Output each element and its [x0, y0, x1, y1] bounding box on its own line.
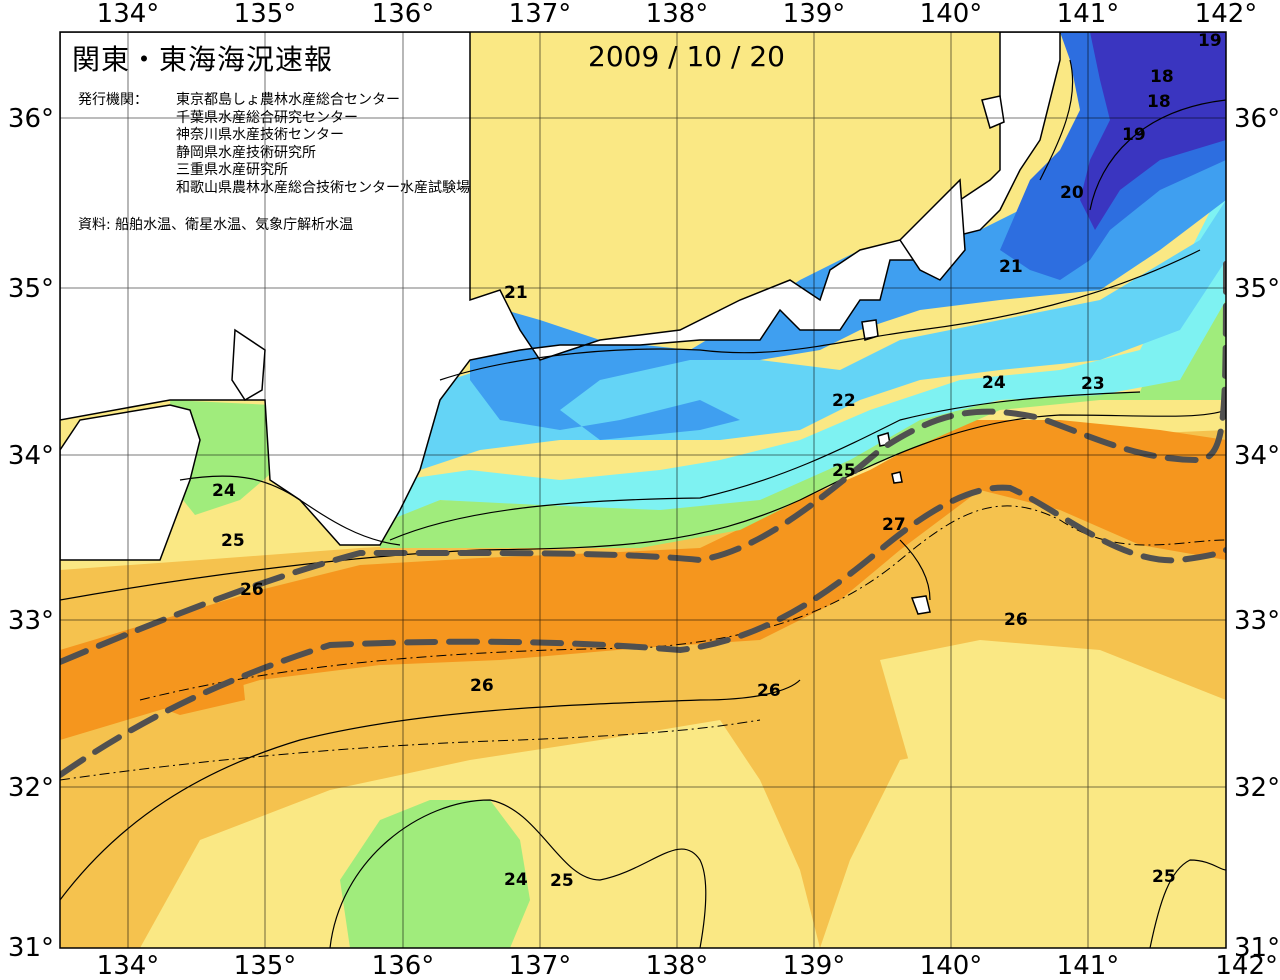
lat-label: 31° — [1234, 933, 1280, 963]
lon-label: 141° — [1057, 951, 1120, 980]
data-source-note: 資料: 船舶水温、衛星水温、気象庁解析水温 — [78, 217, 354, 233]
contour-label: 26 — [757, 681, 781, 701]
lon-label: 135° — [234, 0, 297, 29]
lon-label: 134° — [97, 951, 160, 980]
lon-label: 137° — [509, 0, 572, 29]
contour-label: 18 — [1147, 92, 1171, 112]
latitude-labels-right: 36° 35° 34° 33° 32° 31° — [1234, 104, 1280, 963]
contour-label: 19 — [1122, 125, 1146, 145]
lat-label: 34° — [1234, 441, 1280, 471]
lon-label: 138° — [646, 0, 709, 29]
issuer-item: 千葉県水産総合研究センター — [176, 109, 358, 126]
issuer-list: 東京都島しょ農林水産総合センター 千葉県水産総合研究センター 神奈川県水産技術セ… — [176, 92, 470, 197]
lat-label: 32° — [1234, 773, 1280, 803]
contour-label: 18 — [1150, 67, 1174, 87]
land-boso-peninsula — [899, 178, 966, 281]
lon-label: 142° — [1195, 0, 1258, 29]
issuer-item: 神奈川県水産技術センター — [176, 127, 344, 143]
lon-label: 136° — [372, 951, 435, 980]
contour-label: 23 — [1081, 374, 1105, 394]
contour-label: 27 — [882, 515, 906, 535]
map-title: 関東・東海海況速報 — [72, 43, 334, 76]
lon-label: 134° — [97, 0, 160, 29]
contour-label: 25 — [1152, 867, 1176, 887]
contour-label: 26 — [1004, 610, 1028, 630]
lat-label: 33° — [1234, 606, 1280, 636]
contour-label: 21 — [999, 257, 1023, 277]
land-awaji-island — [231, 328, 266, 402]
contour-label: 22 — [832, 391, 856, 411]
temp-band-27 — [60, 420, 1226, 740]
land-mikura-island — [891, 471, 903, 484]
lat-label: 32° — [8, 773, 54, 803]
contour-label: 24 — [212, 481, 236, 501]
lat-label: 36° — [1234, 104, 1280, 134]
temp-band-25-southeast — [880, 640, 1226, 948]
lon-label: 139° — [783, 0, 846, 29]
longitude-labels-bottom: 134° 135° 136° 137° 138° 139° 140° 141° … — [97, 951, 1278, 980]
lon-label: 140° — [920, 951, 983, 980]
map-frame — [60, 32, 1226, 948]
contour-label: 20 — [1060, 183, 1084, 203]
lat-label: 33° — [8, 606, 54, 636]
contour-labels: 19 18 18 19 20 21 21 22 23 24 24 25 25 2… — [212, 31, 1222, 891]
lon-label: 138° — [646, 951, 709, 980]
graticule — [60, 32, 1226, 948]
lon-label: 140° — [920, 0, 983, 29]
contour-label: 25 — [832, 461, 856, 481]
lon-label: 137° — [509, 951, 572, 980]
lon-label: 136° — [372, 0, 435, 29]
contour-label: 24 — [982, 373, 1006, 393]
contour-label: 26 — [470, 676, 494, 696]
header: 関東・東海海況速報 2009 / 10 / 20 — [72, 38, 785, 76]
temp-band-27-blob — [140, 650, 245, 715]
lat-label: 35° — [8, 274, 54, 304]
contour-label: 25 — [221, 531, 245, 551]
contour-label: 21 — [504, 283, 528, 303]
issuer-item: 静岡県水産技術研究所 — [176, 144, 316, 161]
temp-band-23 — [390, 180, 1226, 520]
contour-label: 25 — [550, 871, 574, 891]
map-border — [59, 31, 1227, 949]
land-hachijo-island — [910, 595, 931, 615]
temp-band-24-south — [340, 800, 530, 948]
temp-band-22 — [420, 200, 1226, 470]
lon-label: 135° — [234, 951, 297, 980]
land-small-island-north — [981, 95, 1005, 130]
lon-label: 142° — [1215, 951, 1278, 980]
lon-label: 141° — [1057, 0, 1120, 29]
issuer-item: 和歌山県農林水産総合技術センター水産試験場 — [176, 179, 470, 196]
contour-label: 19 — [1198, 31, 1222, 51]
issuer-item: 三重県水産研究所 — [176, 162, 288, 178]
land-shikoku — [60, 404, 201, 561]
isotherm-lines — [60, 59, 1226, 948]
temp-band-19 — [1080, 32, 1226, 230]
issuer-item: 東京都島しょ農林水産総合センター — [176, 92, 400, 108]
contour-label: 26 — [240, 580, 264, 600]
contour-label: 24 — [504, 870, 528, 890]
lat-label: 35° — [1234, 274, 1280, 304]
kuroshio-axis — [60, 247, 1226, 778]
lat-label: 34° — [8, 441, 54, 471]
lat-label: 36° — [8, 104, 54, 134]
longitude-labels-top: 134° 135° 136° 137° 138° 139° 140° 141° … — [97, 0, 1258, 29]
latitude-labels-left: 36° 35° 34° 33° 32° 31° — [8, 104, 54, 963]
map-date: 2009 / 10 / 20 — [588, 40, 785, 73]
issuer-block: 発行機関： 東京都島しょ農林水産総合センター 千葉県水産総合研究センター 神奈川… — [78, 92, 558, 202]
lat-label: 31° — [8, 933, 54, 963]
issuer-label: 発行機関： — [78, 92, 148, 108]
lon-label: 139° — [783, 951, 846, 980]
